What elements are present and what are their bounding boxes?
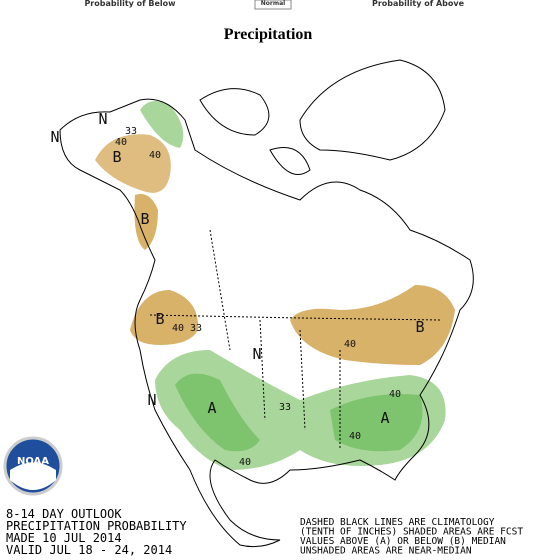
note-line: (TENTH OF INCHES) SHADED AREAS ARE FCST bbox=[300, 527, 523, 538]
header-right: Probability of Above bbox=[372, 0, 465, 8]
below-northeast bbox=[290, 285, 455, 365]
footer-line: VALID JUL 18 - 24, 2014 bbox=[6, 543, 172, 557]
map-label: A bbox=[380, 409, 389, 427]
map-label: 33 bbox=[125, 126, 137, 137]
below-bc bbox=[134, 194, 158, 250]
note-line: UNSHADED AREAS ARE NEAR-MEDIAN bbox=[300, 546, 472, 557]
map-label: B bbox=[112, 148, 121, 166]
logo: NOAA bbox=[3, 436, 63, 496]
footer-line: 8-14 DAY OUTLOOK bbox=[6, 507, 122, 521]
header-center: Normal bbox=[261, 0, 285, 7]
map-label: 40 bbox=[115, 137, 127, 148]
map-label: 40 bbox=[239, 457, 251, 468]
north-america bbox=[59, 98, 474, 548]
map-label: 33 bbox=[279, 402, 291, 413]
normal-box bbox=[254, 0, 292, 10]
logo-text: NOAA bbox=[17, 456, 49, 467]
map-label: B bbox=[415, 318, 424, 336]
above-core bbox=[175, 373, 423, 452]
map-label: A bbox=[207, 399, 216, 417]
map-label: N bbox=[98, 110, 107, 128]
greenland bbox=[299, 59, 446, 161]
note-line: DASHED BLACK LINES ARE CLIMATOLOGY bbox=[300, 517, 495, 528]
map-label: N bbox=[50, 128, 59, 146]
map-label: B bbox=[155, 310, 164, 328]
map-label: 40 bbox=[149, 150, 161, 161]
footer-line: PRECIPITATION PROBABILITY bbox=[6, 519, 187, 533]
map-label: N bbox=[147, 391, 156, 409]
map-label: B bbox=[140, 210, 149, 228]
map-label: 40 bbox=[349, 431, 361, 442]
below-alaska bbox=[95, 134, 171, 193]
note-line: VALUES ABOVE (A) OR BELOW (B) MEDIAN bbox=[300, 536, 506, 547]
map-label: 40 bbox=[344, 339, 356, 350]
footer-line: MADE 10 JUL 2014 bbox=[6, 531, 122, 545]
map bbox=[59, 59, 474, 548]
map-label: 40 bbox=[389, 389, 401, 400]
logo-bird bbox=[10, 462, 56, 490]
notes: DASHED BLACK LINES ARE CLIMATOLOGY(TENTH… bbox=[300, 517, 523, 557]
above-alaska bbox=[140, 101, 184, 148]
map-label: 33 bbox=[190, 323, 202, 334]
header-left: Probability of Below bbox=[84, 0, 176, 8]
title: Precipitation bbox=[224, 26, 313, 43]
map-label: N bbox=[252, 345, 261, 363]
below-northwest bbox=[130, 290, 199, 345]
arctic-islands bbox=[199, 88, 311, 175]
borders bbox=[149, 229, 441, 450]
map-label: 40 bbox=[172, 323, 184, 334]
